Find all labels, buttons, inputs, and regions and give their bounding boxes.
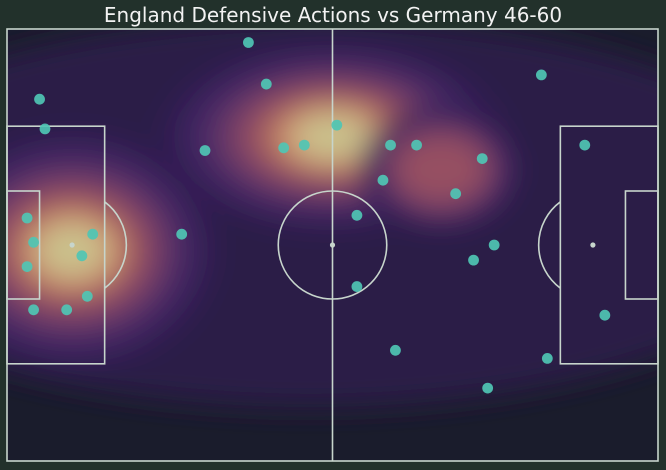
- data-point: [385, 139, 396, 151]
- data-point: [599, 309, 611, 321]
- density-level: [395, 135, 487, 204]
- data-point: [377, 174, 389, 186]
- data-point: [278, 142, 290, 154]
- action-points: [21, 37, 611, 394]
- data-point: [87, 228, 99, 240]
- left-penalty-arc: [104, 201, 128, 289]
- data-point: [61, 304, 73, 316]
- data-point: [28, 236, 39, 248]
- data-point: [331, 119, 343, 131]
- data-point: [298, 139, 310, 151]
- data-point: [390, 344, 401, 356]
- data-point: [39, 123, 51, 135]
- data-point: [541, 353, 553, 364]
- data-point: [411, 139, 422, 151]
- left-penalty-spot: [69, 242, 75, 248]
- right-penalty-arc: [537, 201, 561, 289]
- right-six-yard-box: [624, 190, 659, 300]
- left-six-yard-box: [6, 190, 41, 300]
- data-point: [21, 212, 33, 224]
- pitch-markings: [6, 28, 659, 462]
- data-point: [351, 281, 363, 292]
- data-point: [243, 37, 254, 48]
- data-point: [34, 93, 45, 105]
- data-point: [21, 261, 33, 272]
- data-point: [476, 153, 488, 165]
- data-point: [351, 209, 363, 221]
- data-point: [81, 290, 93, 302]
- data-point: [579, 139, 591, 151]
- data-point: [260, 78, 272, 90]
- centre-spot: [329, 242, 336, 248]
- data-point: [28, 304, 39, 316]
- data-point: [176, 228, 188, 240]
- chart-title: England Defensive Actions vs Germany 46-…: [104, 3, 562, 27]
- data-point: [482, 382, 494, 394]
- data-point: [535, 69, 547, 81]
- centre-circle: [277, 190, 388, 300]
- data-point: [199, 145, 211, 156]
- data-point: [488, 239, 500, 251]
- data-point: [468, 254, 479, 266]
- data-point: [450, 188, 462, 200]
- data-point: [76, 250, 88, 262]
- right-penalty-spot: [590, 242, 596, 248]
